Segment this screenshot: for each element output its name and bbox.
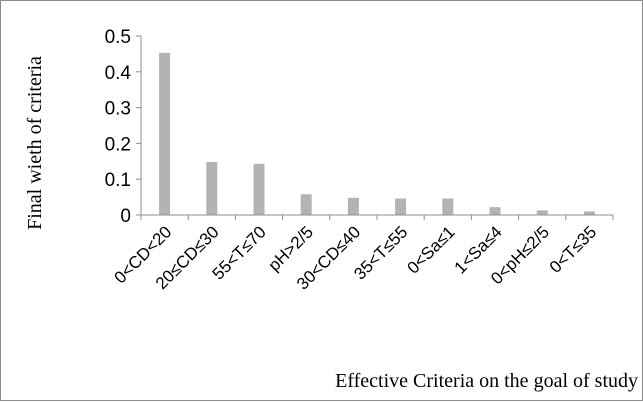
bar — [300, 194, 312, 215]
y-tick-label: 0 — [120, 206, 131, 227]
x-axis-title: Effective Criteria on the goal of study — [335, 370, 638, 392]
bar — [206, 162, 218, 215]
bar — [159, 52, 171, 215]
bar — [347, 197, 359, 215]
y-tick-label: 0.4 — [105, 63, 132, 84]
y-tick-labels: 0 0.1 0.2 0.3 0.4 0.5 — [105, 27, 141, 227]
y-tick-label: 0.2 — [105, 134, 131, 155]
y-tick-label: 0.3 — [105, 99, 131, 120]
y-axis-title: Final wieth of criteria — [24, 56, 46, 230]
bar — [253, 163, 265, 215]
bar — [395, 198, 407, 215]
bar-series — [159, 52, 595, 215]
y-tick-label: 0.1 — [105, 170, 131, 191]
x-tick-labels: 0<CD<2020≤CD≤3055<T≤70pH>2/530<CD≤4035<T… — [111, 215, 614, 294]
bar — [489, 207, 501, 215]
bar — [583, 211, 595, 215]
bar — [536, 210, 548, 215]
x-category-label: 0<Sa≤1 — [403, 222, 458, 277]
x-category-label: 0<T≤35 — [546, 222, 600, 276]
y-tick-label: 0.5 — [105, 27, 131, 48]
bar — [442, 198, 454, 215]
